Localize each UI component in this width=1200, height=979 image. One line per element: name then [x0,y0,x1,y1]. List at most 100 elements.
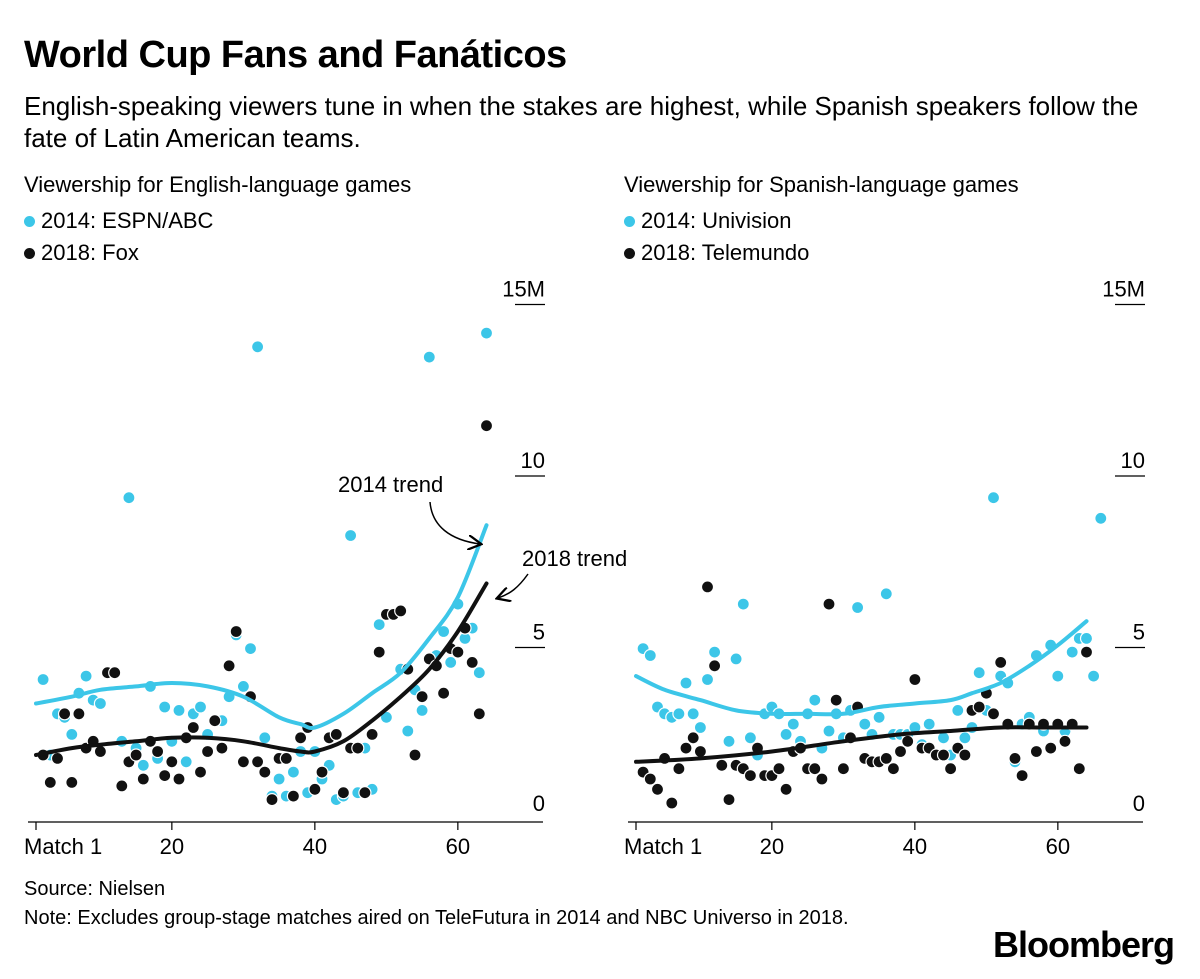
left-x-tick-label: 60 [446,834,470,859]
right-series-2018-point [650,782,665,796]
left-series-2014-point [251,340,265,354]
right-series-2014-point [879,587,893,601]
annotation-2018-trend: 2018 trend [522,546,627,571]
chart-title: World Cup Fans and Fanáticos [24,34,567,76]
left-series-2014-point [243,641,258,656]
left-series-2018-point [236,755,250,769]
left-x-tick-label: 20 [160,834,184,859]
left-series-2018-point [172,772,186,786]
left-series-2018-point [336,786,350,800]
right-series-2018-point [908,672,922,687]
left-series-2018-point [265,792,279,807]
left-series-2018-point [251,755,265,769]
left-series-2018-point [372,645,386,659]
left-series-2014-point [122,491,136,505]
right-series-2014-point [872,710,886,724]
right-series-2014-point [808,693,822,707]
left-scatter-chart: Match 1 20 40 60 0 5 10 15M [24,277,545,859]
right-series-2014-point [1086,669,1101,683]
right-series-2014-point [958,731,972,745]
left-series-2018-point [201,744,215,759]
left-legend-item-2018: 2018: Fox [24,240,139,266]
right-series-2018-point [836,762,851,776]
left-y-tick-label: 5 [533,620,545,645]
left-series-2018-point [479,419,494,433]
right-series-2018-point [886,762,901,776]
right-series-2018-point [936,748,951,762]
right-series-2018-point [994,655,1008,670]
right-series-2018-point [1015,768,1029,783]
left-series-2018-point [193,765,208,779]
right-series-2018-point [1029,744,1044,759]
left-series-2018-point [72,707,86,721]
left-series-2014-point [401,724,415,738]
right-series-2018-point [815,772,829,786]
right-series-2014-point [972,666,986,680]
left-series-2018-point [365,727,379,742]
left-series-2018-point [415,690,429,704]
left-series-2014-point [422,350,436,364]
left-y-tick-label: 15M [502,277,545,302]
right-series-2018-point [665,796,679,810]
right-trend-2018-line [634,725,1089,764]
right-series-2014-point [786,717,800,731]
left-series-2018-point [129,748,143,762]
source-note: Source: Nielsen [24,878,166,900]
right-series-2014-point [700,672,715,687]
left-x-tick-label: Match 1 [24,834,102,859]
left-series-2014-point [444,655,458,670]
right-series-2014-point [822,724,836,738]
left-series-2014-point [286,765,300,779]
right-series-2014-point [951,703,965,718]
left-series-2014-point [472,666,486,680]
left-series-2014-point [415,703,429,718]
left-series-2014-point [36,672,50,687]
left-trend-2018-line [34,581,489,757]
left-series-2018-point [186,720,200,735]
right-series-2014-point [643,648,657,663]
right-x-tick-label: 40 [903,834,927,859]
right-series-2014-point [729,652,743,666]
right-series-2018-point [972,700,986,714]
trend-annotations: 2014 trend 2018 trend [338,472,627,598]
right-series-2014-point [722,734,736,748]
right-x-tick-label: Match 1 [624,834,702,859]
left-series-2018-point [165,755,179,769]
right-series-2014-point [679,676,693,690]
left-series-2018-point [93,744,108,759]
left-series-2018-point [472,707,486,721]
left-series-2018-point [351,741,365,755]
right-series-2018-point [686,731,700,745]
annotation-2018-arrow [498,573,529,598]
left-series-2018-point [57,707,72,721]
right-series-2018-point [1008,751,1022,766]
bloomberg-logo: Bloomberg [992,924,1175,965]
right-legend-item-2018: 2018: Telemundo [624,240,809,266]
left-series-2014-point [172,703,186,718]
right-x-tick-label: 20 [760,834,784,859]
right-series-2018-point [743,768,758,783]
left-series-2018-point [115,779,129,793]
right-series-2018-point [893,744,908,759]
right-series-2018-point [700,580,715,594]
left-series-2014-point [65,727,79,742]
right-series-2014-point [693,720,708,735]
right-series-2018-point [707,659,722,673]
right-series-2014-point [850,600,865,615]
left-series-2014-point [479,326,494,340]
right-series-2018-point [643,772,657,786]
legend-dot-2018 [624,247,635,259]
right-series-2018-point [722,792,736,807]
right-series-2014-point [922,717,936,731]
legend-dot-2014 [24,215,35,227]
left-series-2018-point [43,775,57,790]
left-series-2018-point [437,686,451,700]
right-y-tick-label: 15M [1102,277,1145,302]
right-series-2014-point [707,645,722,659]
right-series-2018-point [879,751,893,766]
right-trend-2014-line [634,619,1089,717]
right-panel-title: Viewership for Spanish-language games [624,172,1019,197]
right-legend-label-2014: 2014: Univision [641,208,792,233]
left-series-2018-point [222,659,236,673]
